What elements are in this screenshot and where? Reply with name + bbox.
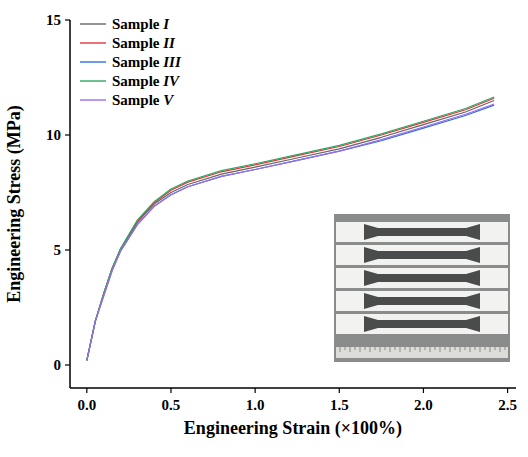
chart: 0.0 0.5 1.0 1.5 2.0 2.5 0 5 10 15 Engineering Stra… xyxy=(0,0,528,457)
photo-ruler-tick xyxy=(355,347,356,350)
photo-ruler-tick xyxy=(340,347,341,352)
x-axis-title: Engineering Strain (×100%) xyxy=(184,418,402,439)
photo-specimen xyxy=(364,247,480,263)
photo-strip xyxy=(336,222,508,242)
photo-ruler xyxy=(336,347,508,358)
photo-ruler-tick xyxy=(505,347,506,350)
legend-label-part: Sample xyxy=(112,54,163,70)
photo-ruler-tick xyxy=(425,347,426,350)
lines xyxy=(87,97,494,360)
photo-ruler-tick xyxy=(495,347,496,350)
x-tick-label: 1.0 xyxy=(246,397,265,413)
photo-ruler-tick xyxy=(405,347,406,350)
photo-bg xyxy=(334,214,510,362)
legend-swatch xyxy=(80,99,106,100)
x-tick-label: 0.5 xyxy=(162,397,181,413)
y-tick xyxy=(65,249,70,250)
legend-swatch xyxy=(80,61,106,62)
photo-ruler-tick xyxy=(385,347,386,350)
photo-strip xyxy=(336,291,508,311)
photo-specimen xyxy=(364,270,480,286)
legend-label: Sample II xyxy=(112,35,176,51)
photo-strip xyxy=(336,245,508,265)
photo-ruler-tick xyxy=(440,347,441,352)
legend-swatch xyxy=(80,42,106,43)
y-tick-label: 10 xyxy=(46,127,61,143)
y-tick-label: 5 xyxy=(54,242,62,258)
photo-ruler-tick xyxy=(360,347,361,352)
photo-ruler-tick xyxy=(450,347,451,352)
photo-specimen xyxy=(364,224,480,240)
photo-ruler-tick xyxy=(490,347,491,352)
legend: Sample ISample IISample IIISample IVSamp… xyxy=(80,16,182,108)
x-axis xyxy=(70,387,516,389)
legend-label-part: II xyxy=(162,35,176,51)
legend-label-part: IV xyxy=(162,73,181,89)
series-line xyxy=(87,101,494,361)
legend-label: Sample I xyxy=(112,16,170,32)
x-tick xyxy=(423,388,424,393)
y-tick xyxy=(65,19,70,20)
y-axis-title: Engineering Stress (MPa) xyxy=(4,105,25,303)
photo-ruler-tick xyxy=(430,347,431,352)
photo-ruler-tick xyxy=(400,347,401,352)
photo-ruler-tick xyxy=(420,347,421,352)
photo-strip xyxy=(336,268,508,288)
photo-ruler-tick xyxy=(415,347,416,350)
y-tick-label: 0 xyxy=(54,357,62,373)
legend-label-part: Sample xyxy=(112,92,163,108)
x-tick-label: 2.5 xyxy=(498,397,517,413)
legend-label-part: V xyxy=(163,92,175,108)
photo-ruler-tick xyxy=(500,347,501,352)
x-tick-label: 2.0 xyxy=(414,397,433,413)
x-tick-label: 1.5 xyxy=(330,397,349,413)
legend-label: Sample IV xyxy=(112,73,181,89)
legend-label-part: Sample xyxy=(112,35,163,51)
series-line xyxy=(87,105,494,360)
legend-label-part: Sample xyxy=(112,16,163,32)
x-tick xyxy=(339,388,340,393)
y-tick-label: 15 xyxy=(46,12,61,28)
x-tick-label: 0.0 xyxy=(77,397,96,413)
legend-label: Sample V xyxy=(112,92,175,108)
photo-ruler-tick xyxy=(365,347,366,350)
photo-ruler-tick xyxy=(375,347,376,350)
photo-ruler-tick xyxy=(445,347,446,350)
photo-ruler-tick xyxy=(395,347,396,350)
series-line xyxy=(87,98,494,360)
x-tick xyxy=(507,388,508,393)
x-tick xyxy=(170,388,171,393)
legend-swatch xyxy=(80,80,106,81)
photo-ruler-tick xyxy=(435,347,436,350)
photo-ruler-tick xyxy=(410,347,411,352)
photo-ruler-tick xyxy=(350,347,351,352)
photo-strip xyxy=(336,314,508,334)
legend-label-part: I xyxy=(162,16,170,32)
y-tick xyxy=(65,364,70,365)
photo-specimen xyxy=(364,316,480,332)
legend-label: Sample III xyxy=(112,54,182,70)
photo-ruler-tick xyxy=(390,347,391,352)
inset-photo xyxy=(334,214,510,362)
photo-specimen xyxy=(364,293,480,309)
photo-ruler-tick xyxy=(460,347,461,352)
photo-ruler-tick xyxy=(345,347,346,350)
legend-label-part: Sample xyxy=(112,73,163,89)
photo-ruler-tick xyxy=(480,347,481,352)
legend-swatch xyxy=(80,23,106,24)
y-axis xyxy=(69,20,71,388)
y-tick xyxy=(65,134,70,135)
photo-ruler-tick xyxy=(380,347,381,352)
legend-label-part: III xyxy=(162,54,182,70)
photo-ruler-tick xyxy=(455,347,456,350)
series-line xyxy=(87,97,494,360)
photo-ruler-tick xyxy=(475,347,476,350)
photo-ruler-tick xyxy=(370,347,371,352)
series-line xyxy=(87,104,494,360)
x-tick xyxy=(86,388,87,393)
photo-ruler-tick xyxy=(485,347,486,350)
photo-ruler-tick xyxy=(470,347,471,352)
x-tick xyxy=(255,388,256,393)
photo-ruler-tick xyxy=(465,347,466,350)
